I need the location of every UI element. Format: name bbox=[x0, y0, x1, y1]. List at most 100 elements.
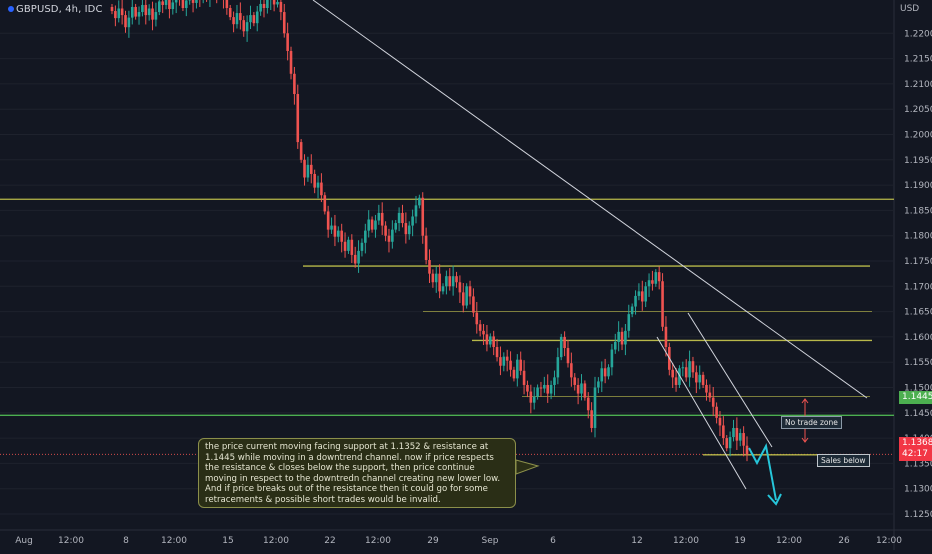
candle-body bbox=[337, 231, 340, 237]
candle-body bbox=[624, 331, 627, 345]
candle-body bbox=[411, 216, 414, 225]
candle-body bbox=[604, 368, 607, 376]
candle-body bbox=[114, 11, 117, 18]
candle-body bbox=[246, 22, 249, 31]
candle-body bbox=[705, 385, 708, 393]
candle-body bbox=[580, 383, 583, 393]
candle-body bbox=[138, 12, 141, 17]
candle-body bbox=[546, 385, 549, 394]
candle-body bbox=[540, 388, 543, 389]
candle-body bbox=[617, 332, 620, 342]
candle-body bbox=[448, 276, 451, 286]
candle-body bbox=[286, 33, 289, 51]
candle-body bbox=[634, 296, 637, 307]
candle-body bbox=[259, 4, 262, 12]
candle-body bbox=[374, 221, 377, 230]
candle-body bbox=[347, 240, 350, 251]
symbol-legend[interactable]: GBPUSD, 4h, IDC bbox=[8, 4, 103, 15]
candle-body bbox=[161, 1, 164, 5]
candle-body bbox=[121, 9, 124, 16]
candle-body bbox=[675, 377, 678, 385]
y-tick-label: 1.1850 bbox=[904, 206, 932, 216]
candle-body bbox=[124, 15, 127, 27]
candle-body bbox=[671, 370, 674, 378]
candle-body bbox=[253, 15, 256, 23]
y-tick-label: 1.1450 bbox=[904, 409, 932, 419]
y-tick-label: 1.1900 bbox=[904, 181, 932, 191]
candle-body bbox=[405, 223, 408, 234]
candle-body bbox=[475, 313, 478, 325]
candle-body bbox=[557, 357, 560, 377]
candle-body bbox=[418, 198, 421, 206]
candle-body bbox=[323, 195, 326, 211]
no-trade-zone-label[interactable]: No trade zone bbox=[781, 416, 842, 429]
candle-body bbox=[242, 20, 245, 31]
candle-body bbox=[526, 385, 529, 392]
candlestick-series bbox=[111, 0, 749, 461]
candle-body bbox=[584, 383, 587, 397]
candle-body bbox=[327, 211, 330, 229]
candle-body bbox=[560, 337, 563, 357]
candle-body bbox=[171, 2, 174, 9]
candle-body bbox=[401, 213, 404, 223]
candle-body bbox=[465, 286, 468, 305]
candle-body bbox=[729, 437, 732, 448]
candle-body bbox=[273, 0, 276, 4]
candle-body bbox=[661, 281, 664, 327]
resistance-price-value: 1.1445 bbox=[902, 392, 932, 402]
candle-body bbox=[496, 347, 499, 357]
x-tick-label: 12:00 bbox=[365, 536, 391, 546]
candle-body bbox=[117, 9, 120, 19]
candle-body bbox=[732, 428, 735, 437]
candle-body bbox=[479, 324, 482, 331]
candle-body bbox=[736, 428, 739, 441]
candle-body bbox=[357, 251, 360, 264]
candle-body bbox=[597, 381, 600, 387]
sales-below-label[interactable]: Sales below bbox=[817, 454, 870, 467]
candle-body bbox=[195, 0, 198, 3]
candle-body bbox=[425, 236, 428, 260]
y-tick-label: 1.1550 bbox=[904, 358, 932, 368]
candle-body bbox=[709, 393, 712, 398]
candle-body bbox=[631, 307, 634, 315]
current-price-countdown: 42:17 bbox=[902, 449, 932, 460]
candle-body bbox=[638, 291, 641, 296]
y-tick-label: 1.1250 bbox=[904, 510, 932, 520]
x-tick-label: 12:00 bbox=[776, 536, 802, 546]
candle-body bbox=[141, 5, 144, 12]
candle-body bbox=[658, 272, 661, 281]
y-tick-label: 1.1700 bbox=[904, 282, 932, 292]
candle-body bbox=[712, 398, 715, 407]
candle-body bbox=[371, 220, 374, 230]
candle-body bbox=[293, 74, 296, 94]
candle-body bbox=[509, 361, 512, 370]
candle-body bbox=[719, 418, 722, 426]
candle-body bbox=[415, 205, 418, 216]
candle-body bbox=[688, 361, 691, 377]
candle-body bbox=[280, 2, 283, 12]
candle-body bbox=[229, 8, 232, 17]
candle-body bbox=[354, 255, 357, 264]
candle-body bbox=[249, 15, 252, 22]
candle-body bbox=[432, 274, 435, 283]
analysis-note[interactable]: the price current moving facing support … bbox=[198, 438, 516, 508]
candle-body bbox=[594, 388, 597, 428]
candle-body bbox=[155, 12, 158, 20]
candle-body bbox=[462, 292, 465, 305]
candle-body bbox=[192, 0, 195, 3]
candle-body bbox=[746, 446, 749, 455]
candle-body bbox=[296, 94, 299, 142]
candle-body bbox=[503, 357, 506, 366]
symbol-label: GBPUSD, 4h, IDC bbox=[16, 4, 103, 15]
current-price-value: 1.1368 bbox=[902, 438, 932, 449]
candle-body bbox=[536, 388, 539, 397]
candle-body bbox=[256, 12, 259, 24]
candle-body bbox=[573, 377, 576, 385]
candle-body bbox=[317, 183, 320, 188]
candle-body bbox=[340, 231, 343, 242]
candle-body bbox=[421, 198, 424, 236]
candle-body bbox=[506, 357, 509, 361]
candle-body bbox=[553, 377, 556, 385]
candle-body bbox=[367, 220, 370, 231]
